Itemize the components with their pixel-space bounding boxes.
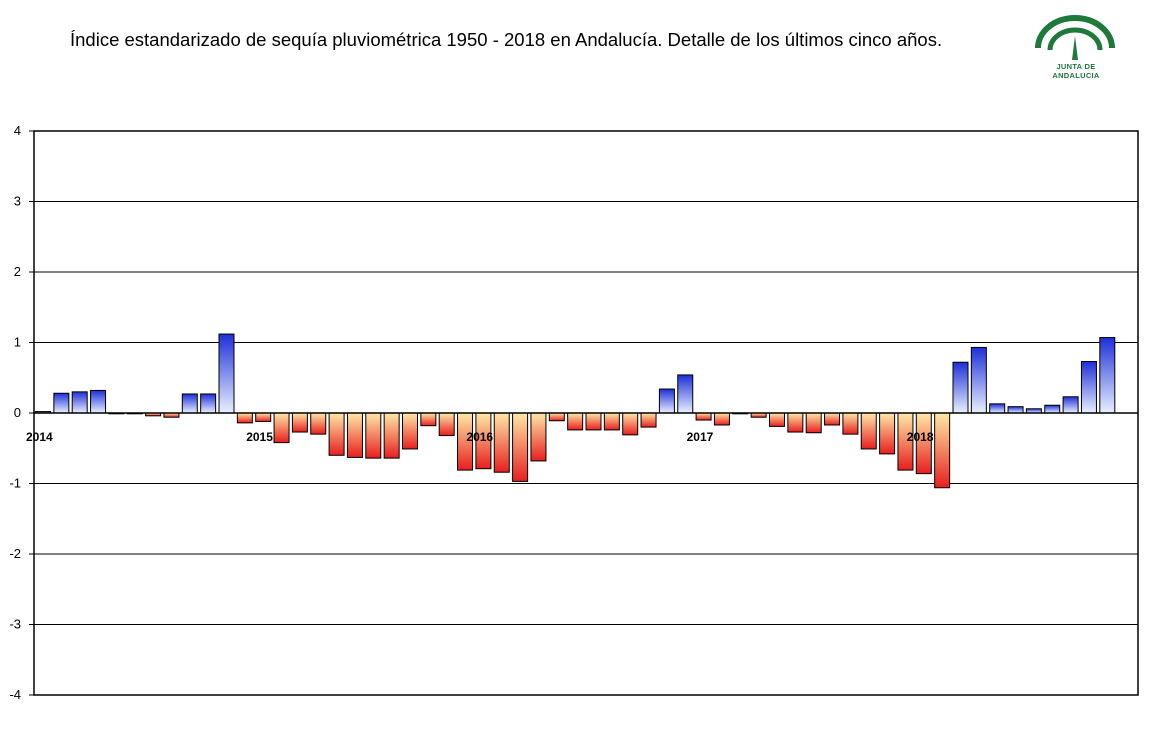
logo-arch-icon (1035, 15, 1115, 60)
year-label: 2015 (246, 430, 273, 444)
bar (585, 412, 602, 431)
bar (1099, 337, 1116, 414)
y-tick-label: 0 (14, 405, 21, 420)
bar (622, 412, 639, 436)
bar (787, 412, 804, 433)
bar (640, 412, 657, 428)
bar (200, 393, 217, 414)
bar (181, 393, 198, 414)
bar (567, 412, 584, 431)
bar (970, 346, 987, 414)
year-label: 2016 (466, 430, 493, 444)
bar (824, 412, 841, 426)
y-tick-label: 4 (14, 123, 21, 138)
y-tick-label: 1 (14, 335, 21, 350)
bar (1007, 406, 1024, 414)
bar (658, 388, 675, 414)
axes (29, 130, 1139, 696)
bar (310, 412, 327, 435)
chart-title: Índice estandarizado de sequía pluviomét… (70, 29, 943, 50)
bar (512, 412, 529, 482)
bar (1080, 361, 1097, 414)
bar (218, 333, 235, 414)
bar (879, 412, 896, 455)
bar (493, 412, 510, 473)
year-labels: 2014 2015 2016 2017 2018 (26, 430, 934, 444)
bar (530, 412, 547, 462)
year-label: 2014 (26, 430, 53, 444)
bar (236, 412, 253, 424)
y-tick-label: -3 (9, 617, 21, 632)
y-tick-label: -4 (9, 687, 21, 702)
y-tick-labels: 4 3 2 1 0 -1 -2 -3 -4 (9, 123, 21, 702)
bar (291, 412, 308, 433)
bars-group (35, 333, 1116, 489)
bar (713, 412, 730, 426)
bar (53, 392, 70, 414)
year-label: 2017 (687, 430, 714, 444)
bar (71, 391, 88, 414)
y-tick-label: 2 (14, 264, 21, 279)
bar (420, 412, 437, 427)
bar (90, 389, 107, 414)
y-tick-label: -2 (9, 546, 21, 561)
bar (438, 412, 455, 437)
y-tick-label: 3 (14, 194, 21, 209)
bar (1062, 396, 1079, 414)
bar (952, 361, 969, 414)
bar (603, 412, 620, 431)
bar (842, 412, 859, 435)
bar (860, 412, 877, 450)
bar (255, 412, 272, 422)
year-label: 2018 (907, 430, 934, 444)
bar (934, 412, 951, 489)
y-tick-label: -1 (9, 476, 21, 491)
bar (989, 403, 1006, 414)
bar (365, 412, 382, 459)
bar (769, 412, 785, 427)
bar (273, 412, 290, 444)
bar (402, 412, 418, 450)
bar (548, 412, 565, 422)
bar (383, 412, 400, 459)
bar (1044, 404, 1061, 414)
bar (677, 374, 694, 414)
bar (695, 412, 712, 421)
bar (346, 412, 363, 458)
bar (328, 412, 345, 456)
bar (805, 412, 822, 434)
logo-text: JUNTA DE ANDALUCIA (1052, 62, 1100, 80)
junta-andalucia-logo (1030, 12, 1120, 78)
